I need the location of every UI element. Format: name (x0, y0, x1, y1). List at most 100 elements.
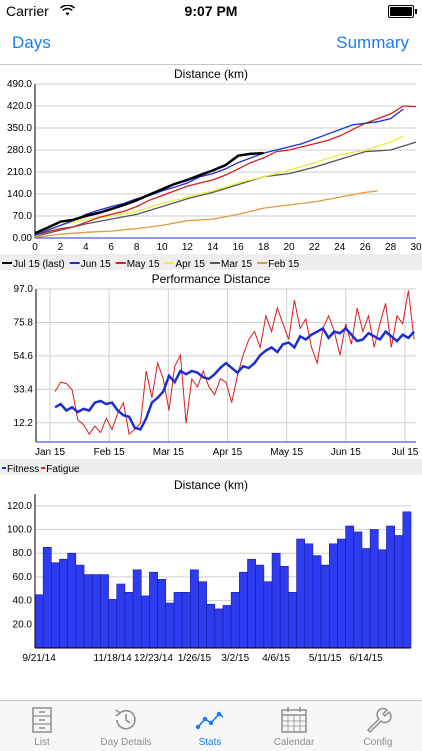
navigation-bar: Days Summary (0, 22, 422, 65)
legend-entry: Fitness (7, 464, 39, 475)
tab-bar: List Day Details Stats (0, 700, 422, 751)
y-tick-label: 0.00 (13, 233, 33, 244)
x-tick-label: 6 (108, 242, 114, 253)
tab-list-label: List (34, 737, 50, 748)
y-tick-label: 97.0 (14, 284, 34, 295)
legend-entry: Jun 15 (81, 259, 111, 270)
x-tick-label: Jan 15 (35, 447, 65, 458)
tab-stats-label: Stats (198, 737, 222, 748)
weekly-distance-svg: Distance (km) 20.0 40.0 60.0 80.0 100.0 120.0 9… (7, 478, 412, 664)
y-tick-label: 40.0 (13, 596, 33, 607)
legend-background (0, 459, 422, 475)
x-tick-label: 8 (134, 242, 140, 253)
wifi-icon (60, 5, 75, 16)
bar (255, 564, 265, 649)
y-tick-label: 12.2 (14, 418, 34, 429)
chart-title: Distance (km) (174, 67, 248, 81)
x-tick-label: Mar 15 (153, 447, 185, 458)
x-tick-label: 14 (207, 242, 219, 253)
bar (361, 548, 371, 649)
series-line (34, 151, 264, 235)
bar (116, 583, 126, 649)
distance-cumulative-chart: Distance (km) 0.00 70.0 140.0 210.0 280.0 350.… (0, 66, 422, 270)
battery-icon (388, 5, 417, 18)
performance-distance-svg: Performance Distance 12.2 33.4 54.6 75.8 97.0… (0, 272, 422, 475)
y-tick-label: 20.0 (13, 619, 33, 630)
days-button[interactable]: Days (12, 33, 51, 52)
bar (214, 608, 224, 649)
distance-cumulative-svg: Distance (km) 0.00 70.0 140.0 210.0 280.0 350.… (0, 67, 422, 270)
tab-calendar[interactable]: Calendar (252, 701, 336, 751)
y-tick-label: 140.0 (7, 189, 32, 200)
cabinet-icon (32, 707, 52, 733)
x-tick-label: 18 (258, 242, 270, 253)
x-tick-label: 12/23/14 (134, 653, 173, 664)
tab-list[interactable]: List (0, 701, 84, 751)
bar (279, 566, 289, 649)
legend-entry: Fatigue (46, 464, 80, 475)
x-tick-label: Feb 15 (94, 447, 126, 458)
bar (353, 531, 363, 649)
bar (394, 535, 404, 649)
bar (67, 552, 77, 649)
y-tick-label: 350.0 (7, 123, 32, 134)
tab-config[interactable]: Config (336, 701, 420, 751)
legend-entry: Jul 15 (last) (13, 259, 65, 270)
legend-entry: Feb 15 (268, 259, 300, 270)
summary-button[interactable]: Summary (336, 33, 409, 52)
series-line (54, 290, 415, 436)
bar (181, 592, 191, 649)
y-tick-label: 75.8 (14, 317, 34, 328)
tab-calendar-label: Calendar (273, 737, 315, 748)
x-tick-label: 22 (309, 242, 321, 253)
y-tick-label: 100.0 (7, 525, 32, 536)
bar (83, 574, 93, 649)
bar (239, 571, 248, 649)
x-tick-label: 24 (334, 242, 346, 253)
bar (51, 562, 60, 649)
stats-icon (195, 711, 224, 730)
x-tick-label: Apr 15 (213, 447, 243, 458)
series-line (34, 141, 417, 238)
y-tick-label: 70.0 (13, 211, 33, 222)
legend-entry: May 15 (127, 259, 160, 270)
x-tick-label: 28 (385, 242, 397, 253)
chart-title: Distance (km) (174, 478, 248, 492)
x-tick-label: 11/18/14 (94, 653, 133, 664)
bar (288, 592, 297, 649)
x-tick-label: 16 (233, 242, 245, 253)
series-line (34, 190, 378, 239)
bar (59, 558, 68, 649)
bar (140, 595, 150, 649)
x-tick-label: 26 (360, 242, 372, 253)
bar (271, 552, 281, 649)
x-tick-label: Jun 15 (331, 447, 361, 458)
wrench-icon (367, 707, 392, 733)
bar (75, 564, 85, 649)
bar (304, 543, 314, 649)
bar (157, 579, 167, 649)
series-line (34, 108, 404, 237)
bar (42, 547, 52, 649)
bar (108, 599, 118, 649)
bar (165, 602, 175, 649)
x-tick-label: 10 (156, 242, 168, 253)
bar (247, 558, 256, 649)
x-tick-label: 5/11/15 (309, 653, 342, 664)
history-icon (115, 709, 136, 730)
bar (198, 581, 207, 649)
bar (100, 574, 109, 649)
tab-day-details-label: Day Details (100, 737, 152, 748)
tab-day-details[interactable]: Day Details (84, 701, 168, 751)
calendar-icon (281, 707, 307, 733)
x-tick-label: May 15 (270, 447, 303, 458)
bar (337, 538, 346, 649)
series-line (54, 326, 416, 431)
x-tick-label: 2 (58, 242, 64, 253)
y-tick-label: 210.0 (7, 167, 32, 178)
carrier-label: Carrier (6, 3, 49, 19)
x-tick-label: 4 (83, 242, 89, 253)
bar (320, 564, 330, 649)
bar (124, 592, 134, 649)
tab-stats[interactable]: Stats (168, 701, 252, 751)
